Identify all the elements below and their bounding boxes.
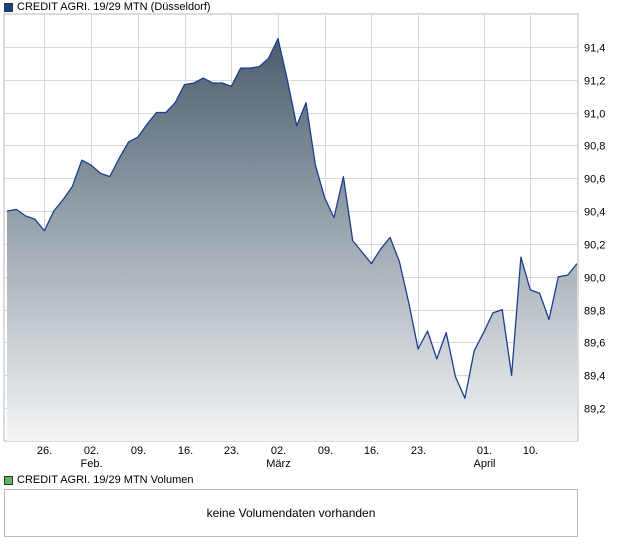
y-tick-label: 89,8 [584,306,605,318]
y-tick-label: 89,2 [584,404,605,416]
x-tick-label: 16. [178,445,193,457]
no-volume-data-message: keine Volumendaten vorhanden [206,506,376,520]
y-tick-label: 91,4 [584,43,605,55]
volume-legend-label: CREDIT AGRI. 19/29 MTN Volumen [17,474,194,486]
volume-legend: CREDIT AGRI. 19/29 MTN Volumen [4,473,193,487]
price-legend-label: CREDIT AGRI. 19/29 MTN (Düsseldorf) [17,1,211,13]
price-area [7,38,577,441]
x-tick-label: 23. [411,445,426,457]
x-tick-label: 09. [318,445,333,457]
y-tick-label: 90,6 [584,174,605,186]
x-tick-label: 02. [271,445,286,457]
volume-legend-swatch [4,475,13,485]
y-tick-label: 89,6 [584,338,605,350]
x-tick-month-label: Feb. [80,458,102,470]
y-tick-label: 89,4 [584,371,605,383]
price-line [6,37,578,399]
price-legend-swatch [4,2,13,12]
x-tick-label: 10. [523,445,538,457]
x-tick-month-label: März [266,458,290,470]
y-tick-label: 90,4 [584,207,605,219]
x-tick-label: 01. [477,445,492,457]
x-tick-month-label: April [473,458,495,470]
y-tick-label: 90,2 [584,240,605,252]
y-tick-label: 90,8 [584,141,605,153]
y-tick-label: 91,2 [584,76,605,88]
price-legend: CREDIT AGRI. 19/29 MTN (Düsseldorf) [4,0,211,14]
x-tick-label: 02. [84,445,99,457]
price-chart: 91,4 91,2 91,0 90,8 90,6 90,4 90,2 90,0 89,8 89,6… [3,13,605,470]
x-tick-label: 23. [224,445,239,457]
x-tick-label: 09. [131,445,146,457]
x-tick-label: 26. [37,445,52,457]
volume-panel: keine Volumendaten vorhanden [4,489,578,537]
x-tick-label: 16. [364,445,379,457]
y-tick-label: 91,0 [584,109,605,121]
y-tick-label: 90,0 [584,273,605,285]
